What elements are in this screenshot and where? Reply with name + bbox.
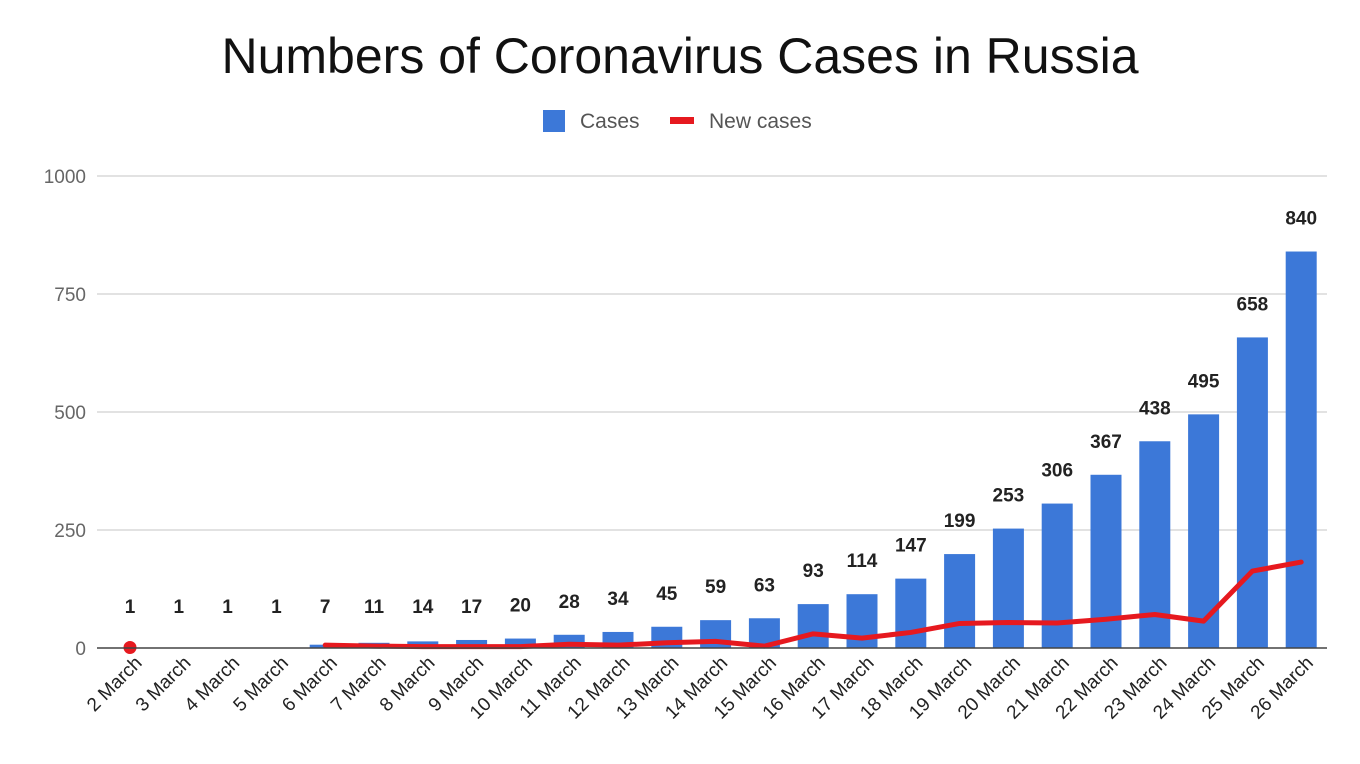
data-label-cases: 199 (944, 511, 976, 532)
data-label-cases: 59 (705, 577, 726, 598)
bar-cases (797, 604, 829, 648)
data-label-cases: 1 (222, 597, 233, 618)
bar-cases (944, 554, 976, 648)
legend-swatch-new-cases (670, 117, 694, 124)
data-label-cases: 1 (125, 597, 136, 618)
y-tick-label: 750 (54, 285, 86, 306)
data-label-cases: 14 (412, 597, 434, 618)
data-label-cases: 438 (1139, 398, 1171, 419)
data-label-cases: 34 (607, 589, 629, 610)
data-label-cases: 658 (1237, 294, 1269, 315)
bar-cases (1285, 251, 1317, 648)
data-label-cases: 147 (895, 536, 927, 557)
data-label-cases: 367 (1090, 432, 1122, 453)
data-label-cases: 306 (1041, 461, 1073, 482)
data-label-cases: 93 (803, 561, 824, 582)
legend-label-cases: Cases (580, 110, 640, 133)
legend-label-new-cases: New cases (709, 110, 812, 133)
bar-cases (992, 528, 1024, 648)
data-label-cases: 1 (174, 597, 185, 618)
data-label-cases: 7 (320, 597, 331, 618)
bar-cases (1236, 337, 1268, 648)
data-label-cases: 11 (364, 597, 385, 618)
legend-swatch-cases (543, 110, 565, 132)
data-label-cases: 1 (271, 597, 282, 618)
data-label-cases: 17 (461, 597, 482, 618)
bar-cases (895, 578, 927, 648)
y-tick-label: 0 (75, 639, 86, 660)
chart-title: Numbers of Coronavirus Cases in Russia (221, 28, 1138, 84)
bar-cases (1041, 503, 1073, 648)
line-new-cases-layer (123, 559, 1304, 655)
gridlines (97, 175, 1327, 531)
y-tick-label: 1000 (44, 167, 86, 188)
y-axis: 0 250 500 750 1000 (44, 167, 86, 660)
data-label-cases: 840 (1285, 209, 1317, 230)
bar-cases (504, 638, 536, 648)
data-label-cases: 63 (754, 575, 775, 596)
data-label-cases: 253 (993, 486, 1025, 507)
legend: Cases New cases (543, 110, 812, 133)
data-label-cases: 495 (1188, 371, 1220, 392)
y-tick-label: 500 (54, 403, 86, 424)
data-label-cases: 28 (559, 592, 580, 613)
bar-cases (456, 639, 488, 648)
y-tick-label: 250 (54, 521, 86, 542)
data-label-cases: 114 (847, 551, 878, 572)
line-new-cases (322, 559, 1304, 650)
data-label-cases: 20 (510, 596, 531, 617)
data-label-cases: 45 (656, 584, 678, 605)
